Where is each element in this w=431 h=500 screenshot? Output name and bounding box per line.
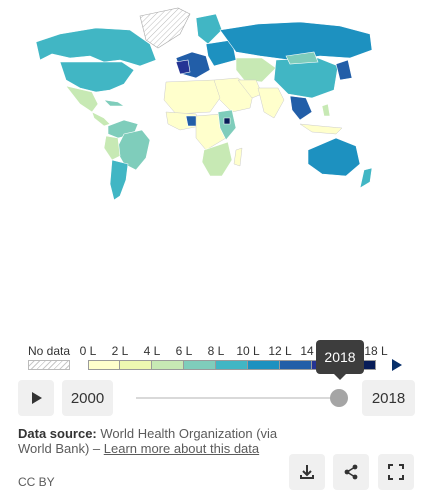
start-year-button[interactable]: 2000 [62,380,113,416]
legend-swatch [152,360,184,370]
region-france[interactable] [175,59,191,75]
download-icon [300,465,314,479]
legend-tick-label: 10 L [236,344,260,358]
legend-tick-label: 12 L [268,344,292,358]
region-india[interactable] [257,87,285,119]
region-australia[interactable] [307,137,361,177]
region-central-asia[interactable] [235,57,277,83]
region-mexico[interactable] [65,85,99,113]
fullscreen-icon [388,464,404,480]
download-button[interactable] [289,454,325,490]
region-usa[interactable] [59,61,135,93]
region-east-africa[interactable] [217,109,237,141]
region-indonesia[interactable] [299,123,343,135]
legend-tick-label: 0 L [79,344,97,358]
data-source: Data source: World Health Organization (… [18,426,280,456]
timeline-slider-track[interactable] [136,397,340,399]
share-button[interactable] [333,454,369,490]
legend-tick-label: 6 L [175,344,193,358]
legend-swatch [120,360,152,370]
legend-swatch [216,360,248,370]
world-map[interactable] [0,0,431,220]
legend-tick-label: 18 L [364,344,388,358]
region-uganda[interactable] [223,117,231,125]
legend-tick-label: 4 L [143,344,161,358]
legend-tick-label: 2 L [111,344,129,358]
year-tooltip: 2018 [316,340,364,374]
region-southeast-asia[interactable] [289,95,313,121]
legend-swatch [280,360,312,370]
play-button[interactable] [18,380,54,416]
region-greenland[interactable] [139,7,191,49]
data-source-label: Data source: [18,426,97,441]
timeline-slider-handle[interactable] [330,389,348,407]
region-central-america[interactable] [91,111,111,127]
color-legend: No data 0 L2 L4 L6 L8 L10 L12 L14 L16 L1… [0,338,431,374]
region-philippines[interactable] [321,103,331,117]
legend-swatch [88,360,120,370]
region-mongolia[interactable] [285,51,319,65]
fullscreen-button[interactable] [378,454,414,490]
no-data-swatch [28,360,70,370]
region-russia[interactable] [219,21,373,61]
region-canada-alaska[interactable] [35,27,157,67]
legend-overflow-arrow [392,359,402,371]
region-new-zealand[interactable] [359,167,373,189]
end-year-button[interactable]: 2018 [362,380,415,416]
region-korea-japan[interactable] [335,59,353,81]
license-text: CC BY [18,475,55,489]
data-source-body: World Health Organization (via World Ban… [18,426,278,456]
legend-swatch [184,360,216,370]
play-icon [32,392,42,404]
no-data-label: No data [28,344,71,358]
region-north-africa[interactable] [163,79,221,115]
learn-more-link[interactable]: Learn more about this data [103,441,260,456]
region-central-africa[interactable] [195,113,227,151]
region-scandinavia[interactable] [195,13,223,45]
region-madagascar[interactable] [233,147,243,167]
share-icon [344,464,358,480]
region-peru-bolivia[interactable] [103,135,121,161]
legend-swatch [248,360,280,370]
region-caribbean[interactable] [103,99,125,107]
region-southern-africa[interactable] [201,141,233,177]
region-china[interactable] [273,57,339,99]
legend-tick-label: 8 L [207,344,225,358]
year-tooltip-arrow [334,374,346,380]
region-argentina-chile[interactable] [109,159,129,201]
